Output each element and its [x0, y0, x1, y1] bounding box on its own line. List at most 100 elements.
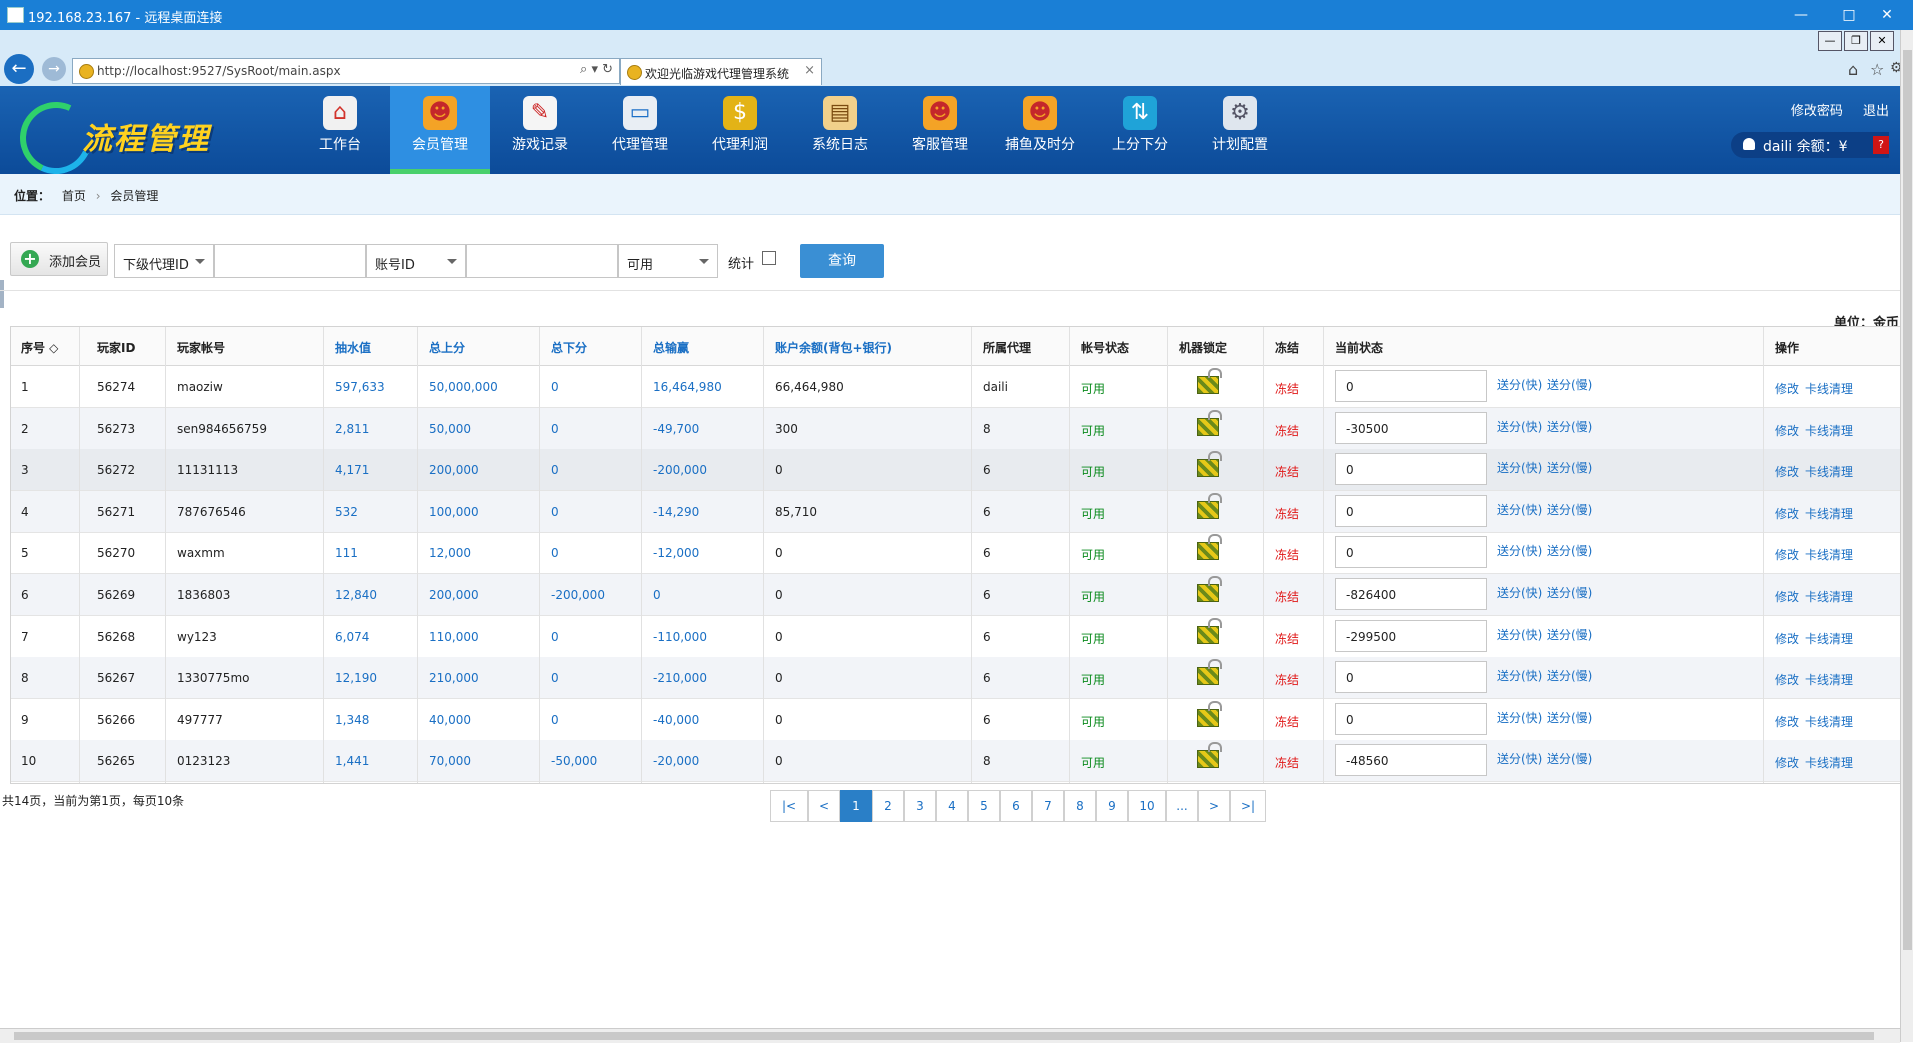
query-button[interactable]: 查询 — [800, 244, 884, 278]
status-select[interactable]: 可用 — [618, 244, 718, 278]
account-id-select[interactable]: 账号ID — [366, 244, 466, 278]
send-fast-link[interactable]: 送分(快) — [1497, 669, 1543, 684]
edit-link[interactable]: 修改 — [1775, 506, 1800, 521]
send-slow-link[interactable]: 送分(慢) — [1547, 627, 1593, 642]
unlock-icon[interactable] — [1197, 700, 1222, 727]
nav-fishing-realtime[interactable]: ☻ 捕鱼及时分 — [990, 86, 1090, 174]
col-no[interactable]: 序号 ◇ — [21, 341, 59, 355]
send-slow-link[interactable]: 送分(慢) — [1547, 378, 1593, 392]
kick-clean-link[interactable]: 卡线清理 — [1805, 673, 1854, 688]
freeze-link[interactable]: 冻结 — [1275, 382, 1300, 396]
page-button[interactable]: 5 — [968, 790, 1000, 822]
send-slow-link[interactable]: 送分(慢) — [1547, 502, 1593, 517]
edit-link[interactable]: 修改 — [1775, 756, 1800, 771]
kick-clean-link[interactable]: 卡线清理 — [1805, 423, 1854, 438]
col-total-in[interactable]: 总上分 — [429, 341, 466, 355]
page-button[interactable]: 1 — [840, 790, 872, 822]
send-fast-link[interactable]: 送分(快) — [1497, 461, 1543, 476]
edit-link[interactable]: 修改 — [1775, 714, 1800, 729]
send-fast-link[interactable]: 送分(快) — [1497, 586, 1543, 600]
unlock-icon[interactable] — [1197, 451, 1222, 478]
send-slow-link[interactable]: 送分(慢) — [1547, 461, 1593, 476]
kick-clean-link[interactable]: 卡线清理 — [1805, 631, 1854, 646]
send-fast-link[interactable]: 送分(快) — [1497, 544, 1543, 559]
scroll-thumb[interactable] — [1903, 50, 1912, 950]
agent-id-select[interactable]: 下级代理ID — [114, 244, 214, 278]
nav-workbench[interactable]: ⌂ 工作台 — [290, 86, 390, 174]
nav-game-records[interactable]: ✎ 游戏记录 — [490, 86, 590, 174]
current-status-input[interactable]: -826400 — [1335, 578, 1487, 610]
nav-agent-profit[interactable]: $ 代理利润 — [690, 86, 790, 174]
current-status-input[interactable]: 0 — [1335, 494, 1487, 527]
send-slow-link[interactable]: 送分(慢) — [1547, 669, 1593, 684]
page-button[interactable]: 6 — [1000, 790, 1032, 822]
send-fast-link[interactable]: 送分(快) — [1497, 502, 1543, 517]
page-button[interactable]: 4 — [936, 790, 968, 822]
col-total-out[interactable]: 总下分 — [551, 341, 588, 355]
page-button[interactable]: >| — [1230, 790, 1266, 822]
kick-clean-link[interactable]: 卡线清理 — [1805, 465, 1854, 480]
address-tools[interactable]: ⌕ ▾ ↻ — [580, 62, 613, 77]
freeze-link[interactable]: 冻结 — [1275, 506, 1300, 521]
add-member-button[interactable]: + 添加会员 — [10, 242, 108, 276]
page-button[interactable]: ... — [1166, 790, 1198, 822]
page-button[interactable]: 3 — [904, 790, 936, 822]
page-button[interactable]: 2 — [872, 790, 904, 822]
maximize-icon[interactable]: □ — [1842, 7, 1856, 23]
settings-gear-icon[interactable]: ⚙ — [1890, 60, 1903, 76]
nav-customer-service[interactable]: ☻ 客服管理 — [890, 86, 990, 174]
nav-plan-config[interactable]: ⚙ 计划配置 — [1190, 86, 1290, 174]
send-slow-link[interactable]: 送分(慢) — [1547, 586, 1593, 600]
agent-id-input[interactable] — [214, 244, 366, 278]
tab-close-icon[interactable]: × — [804, 63, 815, 78]
page-button[interactable]: > — [1198, 790, 1230, 822]
page-button[interactable]: < — [808, 790, 840, 822]
freeze-link[interactable]: 冻结 — [1275, 714, 1300, 729]
account-id-input[interactable] — [466, 244, 618, 278]
send-slow-link[interactable]: 送分(慢) — [1547, 419, 1593, 434]
rdp-close-button[interactable]: ✕ — [1870, 31, 1894, 51]
unlock-icon[interactable] — [1197, 617, 1222, 644]
minimize-icon[interactable]: — — [1794, 7, 1808, 23]
edit-link[interactable]: 修改 — [1775, 465, 1800, 480]
close-icon[interactable]: ✕ — [1881, 7, 1893, 23]
send-fast-link[interactable]: 送分(快) — [1497, 419, 1543, 434]
current-status-input[interactable]: 0 — [1335, 370, 1487, 402]
nav-member-management[interactable]: ☻ 会员管理 — [390, 86, 490, 174]
edit-link[interactable]: 修改 — [1775, 382, 1800, 396]
current-status-input[interactable]: -299500 — [1335, 619, 1487, 652]
page-button[interactable]: 8 — [1064, 790, 1096, 822]
current-status-input[interactable]: 0 — [1335, 536, 1487, 569]
browser-tab[interactable]: 欢迎光临游戏代理管理系统 × — [620, 58, 822, 85]
kick-clean-link[interactable]: 卡线清理 — [1805, 756, 1854, 771]
page-button[interactable]: 7 — [1032, 790, 1064, 822]
current-status-input[interactable]: 0 — [1335, 453, 1487, 486]
breadcrumb-home[interactable]: 首页 — [61, 189, 86, 203]
back-button[interactable]: ← — [4, 54, 34, 84]
nav-system-log[interactable]: ▤ 系统日志 — [790, 86, 890, 174]
current-status-input[interactable]: 0 — [1335, 702, 1487, 735]
kick-clean-link[interactable]: 卡线清理 — [1805, 590, 1854, 604]
col-rake[interactable]: 抽水值 — [335, 341, 372, 355]
freeze-link[interactable]: 冻结 — [1275, 673, 1300, 688]
horizontal-scrollbar[interactable] — [0, 1028, 1900, 1043]
freeze-link[interactable]: 冻结 — [1275, 465, 1300, 480]
send-slow-link[interactable]: 送分(慢) — [1547, 752, 1593, 767]
kick-clean-link[interactable]: 卡线清理 — [1805, 506, 1854, 521]
stat-checkbox[interactable] — [762, 251, 776, 265]
freeze-link[interactable]: 冻结 — [1275, 756, 1300, 771]
rdp-minimize-button[interactable]: — — [1818, 31, 1842, 51]
current-status-input[interactable]: 0 — [1335, 661, 1487, 694]
unlock-icon[interactable] — [1197, 409, 1222, 436]
col-balance[interactable]: 账户余额(背包+银行) — [775, 341, 893, 355]
current-status-input[interactable]: -48560 — [1335, 744, 1487, 777]
send-slow-link[interactable]: 送分(慢) — [1547, 544, 1593, 559]
freeze-link[interactable]: 冻结 — [1275, 423, 1300, 438]
unlock-icon[interactable] — [1197, 492, 1222, 519]
home-icon[interactable]: ⌂ — [1848, 60, 1859, 79]
send-fast-link[interactable]: 送分(快) — [1497, 627, 1543, 642]
freeze-link[interactable]: 冻结 — [1275, 590, 1300, 604]
nav-agent-management[interactable]: ▭ 代理管理 — [590, 86, 690, 174]
unlock-icon[interactable] — [1197, 659, 1222, 686]
unlock-icon[interactable] — [1197, 742, 1222, 769]
